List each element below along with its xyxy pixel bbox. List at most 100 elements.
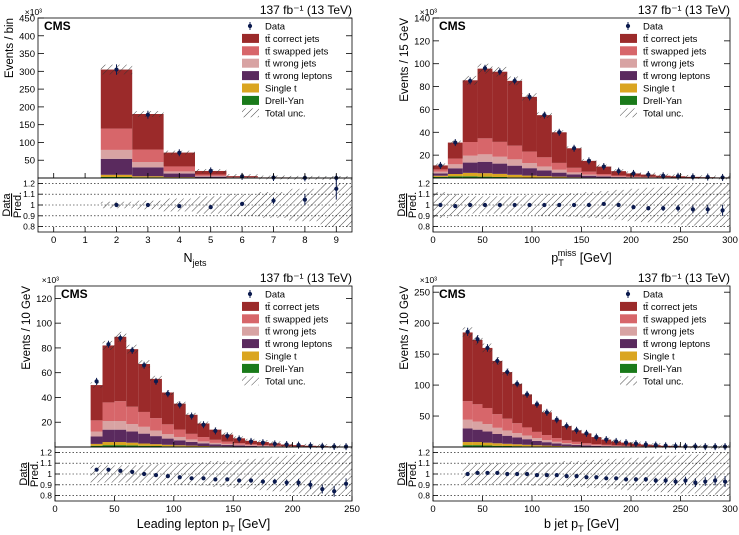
ratio-tick-label: 0.8 [40, 491, 52, 501]
data-point-8 [544, 410, 549, 415]
bar-drell_yan-2 [462, 176, 478, 178]
bar-wrong_leptons-14 [601, 446, 612, 447]
data-point-20 [332, 444, 337, 449]
y-axis: 50 100 150 200 250 300 350 400 450 [19, 14, 352, 167]
bar-wrong_jets-7 [532, 438, 542, 441]
data-point-15 [272, 441, 277, 447]
ratio-point-20 [332, 489, 337, 494]
x-axis: 0 1 2 3 4 5 6 7 8 9 [51, 173, 339, 246]
y-tick-label: 450 [19, 14, 35, 25]
bar-wrong_jets-5 [512, 433, 523, 438]
y-tick-label: 120 [414, 36, 430, 47]
bar-swapped-12 [611, 175, 627, 177]
x-tick-label: 100 [166, 504, 182, 515]
x-tick-label: 5 [208, 235, 213, 246]
legend-label-unc: Total unc. [643, 376, 684, 387]
y-tick-label: 150 [414, 350, 430, 361]
legend-swatch-drell_yan [620, 95, 637, 105]
legend-label-drell_yan: Drell-Yan [643, 364, 682, 375]
y-exponent-label: ×10³ [420, 7, 437, 17]
x-tick-label: 3 [145, 235, 150, 246]
data-points [438, 64, 725, 181]
bar-wrong_leptons-4 [502, 435, 513, 444]
y-tick-label: 400 [19, 31, 35, 42]
ratio-point-7 [177, 475, 182, 480]
y-tick-label: 200 [414, 319, 430, 330]
ratio-point-8 [189, 476, 194, 481]
ratio-unc-14 [601, 458, 612, 490]
bar-wrong_leptons-6 [522, 168, 537, 176]
ratio-point-21 [343, 481, 349, 486]
bar-wrong_jets-8 [541, 440, 552, 443]
ratio-tick-label: 0.8 [418, 491, 430, 501]
ratio-point-4 [497, 202, 502, 208]
bar-single_t-4 [138, 443, 151, 446]
bar-correct-2 [462, 80, 478, 142]
ratio-unc-0 [90, 465, 103, 483]
ratio-point-3 [482, 202, 488, 208]
ratio-tick-label: 0.9 [23, 211, 35, 221]
bar-swapped-12 [581, 443, 592, 445]
data-point-17 [633, 441, 639, 446]
ratio-point-14 [604, 476, 609, 481]
x-tick-label: 200 [285, 504, 301, 515]
ratio-tick-label: 0.8 [418, 222, 430, 232]
legend-label-data: Data [265, 22, 286, 33]
bar-single_t-4 [492, 173, 508, 177]
legend-label-drell_yan: Drell-Yan [265, 96, 304, 107]
bar-swapped-10 [209, 439, 222, 443]
bar-wrong_jets-11 [596, 175, 612, 177]
ratio-point-6 [524, 471, 530, 477]
bar-wrong_leptons-11 [221, 444, 234, 447]
ratio-tick-label: 1.1 [40, 458, 52, 468]
legend-swatch-swapped [620, 46, 637, 56]
legend-swatch-correct [242, 301, 259, 311]
bar-correct-0 [462, 332, 473, 402]
x-tick-label: 9 [334, 235, 339, 246]
bar-swapped-6 [522, 151, 537, 164]
bar-wrong_leptons-4 [138, 433, 151, 444]
legend-label-unc: Total unc. [643, 108, 684, 119]
ratio-point-13 [631, 205, 636, 210]
legend-unc-swatch [242, 108, 259, 118]
data-point-6 [165, 391, 170, 396]
bar-swapped-3 [477, 138, 493, 155]
data-point-5 [512, 78, 517, 83]
bar-correct-1 [102, 345, 115, 403]
data-point-4 [505, 369, 510, 375]
bar-swapped-11 [596, 174, 612, 176]
data-point-0 [438, 163, 443, 168]
x-axis-title: Leading lepton pT [GeV] [137, 517, 270, 534]
data-point-23 [693, 444, 698, 449]
bar-wrong_jets-10 [209, 442, 222, 445]
bar-wrong_jets-5 [150, 430, 162, 437]
x-tick-label: 4 [177, 235, 182, 246]
bar-wrong_jets-1 [472, 421, 483, 430]
ratio-unc-25 [710, 453, 721, 495]
data-point-3 [495, 358, 500, 364]
ratio-point-5 [512, 202, 517, 208]
data-point-13 [594, 434, 599, 440]
data-point-3 [208, 168, 213, 173]
x-axis-title: b jet pT [GeV] [544, 517, 619, 534]
ratio-unc-13 [591, 459, 602, 489]
ratio-point-13 [594, 475, 599, 480]
ratio-point-8 [557, 202, 562, 208]
data-point-18 [643, 442, 648, 447]
lumi-label: 137 fb⁻¹ (13 TeV) [638, 3, 730, 17]
ratio-point-2 [468, 202, 473, 208]
bar-swapped-2 [163, 166, 195, 172]
ratio-tick-label: 1 [425, 200, 430, 210]
ratio-panel: 0.80.911.11.2 Data Pred. [396, 177, 731, 233]
ratio-point-11 [574, 474, 579, 479]
x-tick-label: 100 [524, 235, 540, 246]
data-point-1 [453, 140, 458, 145]
y-tick-label: 100 [36, 319, 52, 330]
bar-swapped-4 [502, 418, 513, 431]
bar-swapped-5 [150, 418, 162, 431]
data-point-1 [475, 337, 480, 342]
data-point-4 [142, 363, 147, 368]
y-tick-label: 50 [419, 412, 430, 423]
